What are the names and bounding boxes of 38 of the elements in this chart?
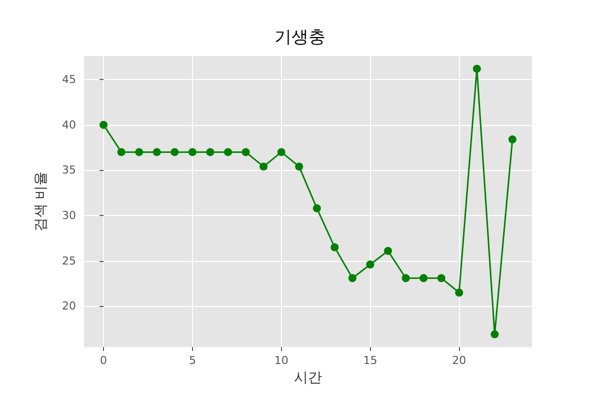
point <box>224 148 232 156</box>
point <box>100 120 108 129</box>
point <box>206 148 214 156</box>
point <box>508 135 516 144</box>
y-tick-label: 30 <box>62 209 76 222</box>
point <box>348 274 356 282</box>
point <box>437 274 446 282</box>
point <box>135 148 144 156</box>
x-tick-label: 10 <box>274 354 288 367</box>
point <box>295 162 304 171</box>
x-tick-label: 20 <box>452 354 466 367</box>
point <box>117 148 126 156</box>
point <box>330 243 339 252</box>
y-axis-title: 검색 비율 <box>33 171 49 232</box>
x-tick-label: 5 <box>188 354 196 367</box>
y-tick-label: 20 <box>62 300 76 313</box>
x-tick-label: 0 <box>100 354 108 367</box>
y-tick-label: 25 <box>62 254 76 268</box>
x-tick-label: 15 <box>363 354 378 367</box>
y-tick-label: 40 <box>62 118 76 132</box>
point <box>490 330 499 338</box>
point <box>420 274 428 282</box>
point <box>472 64 481 73</box>
point <box>366 260 374 268</box>
y-tick-label: 35 <box>62 164 76 177</box>
point <box>152 148 161 156</box>
x-axis-title: 시간 <box>294 370 322 386</box>
point <box>312 204 321 212</box>
point <box>402 274 410 282</box>
point <box>170 148 179 156</box>
chart-title: 기생충 <box>274 28 326 48</box>
point <box>188 148 196 156</box>
point <box>384 246 392 255</box>
y-tick-label: 45 <box>62 73 76 86</box>
point <box>242 148 250 156</box>
point <box>277 148 286 156</box>
point <box>455 288 464 297</box>
point <box>260 162 268 171</box>
